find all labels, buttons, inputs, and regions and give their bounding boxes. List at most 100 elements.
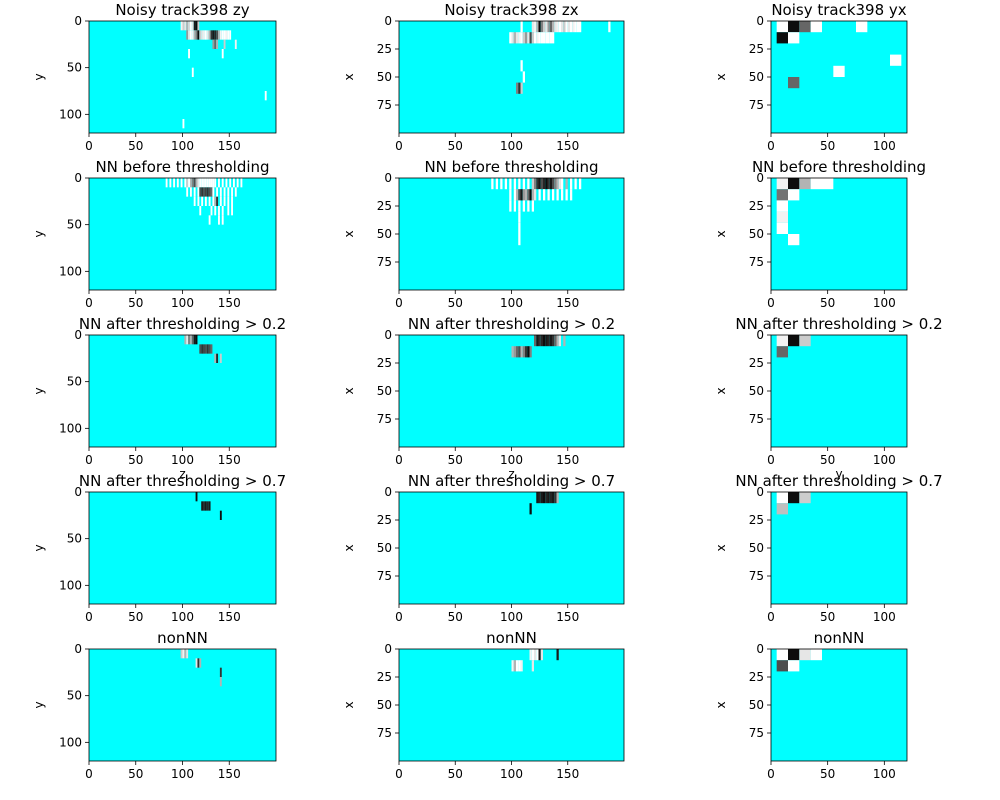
y-tick-label: 75 <box>377 569 392 583</box>
panel-title: NN after thresholding > 0.7 <box>408 472 615 490</box>
pixel-13 <box>189 30 192 40</box>
panel-title: NN after thresholding > 0.2 <box>408 315 615 333</box>
x-tick-label: 50 <box>128 296 143 310</box>
pixel-3 <box>799 335 811 347</box>
x-tick-label: 0 <box>85 139 93 153</box>
pixel-5 <box>191 335 194 345</box>
y-tick-label: 50 <box>67 532 82 546</box>
pixel-6 <box>184 178 187 188</box>
pixel-3 <box>538 335 541 347</box>
y-tick-label: 100 <box>59 264 82 278</box>
x-tick-label: 150 <box>556 296 579 310</box>
pixel-8 <box>549 335 552 347</box>
y-axis-label: x <box>342 701 356 708</box>
x-tick-label: 50 <box>128 139 143 153</box>
pixel-6 <box>540 649 543 661</box>
y-tick-label: 75 <box>377 726 392 740</box>
y-tick-label: 0 <box>384 328 392 342</box>
pixel-2 <box>182 21 185 31</box>
x-tick-label: 150 <box>556 453 579 467</box>
pixel-20 <box>210 178 213 188</box>
pixel-35 <box>527 189 530 201</box>
pixel-6 <box>208 501 211 511</box>
pixel-10 <box>776 222 788 234</box>
y-tick-label: 25 <box>749 199 764 213</box>
panel-title: nonNN <box>814 629 865 647</box>
pixel-1 <box>529 649 532 661</box>
pixel-48 <box>513 200 516 212</box>
y-tick-label: 50 <box>749 541 764 555</box>
pixel-3 <box>173 178 176 188</box>
pixel-2 <box>169 178 172 188</box>
plot-background <box>89 178 276 290</box>
pixel-17 <box>204 178 207 188</box>
panel-title: nonNN <box>157 629 208 647</box>
pixel-23 <box>208 30 211 40</box>
pixel-14 <box>191 30 194 40</box>
y-axis-label: x <box>714 544 728 551</box>
x-tick-label: 100 <box>873 296 896 310</box>
pixel-6 <box>545 335 548 347</box>
pixel-40 <box>188 49 190 59</box>
pixel-3 <box>184 21 187 31</box>
pixel-29 <box>240 178 243 188</box>
pixel-42 <box>547 32 550 44</box>
pixel-12 <box>554 21 557 33</box>
pixel-36 <box>529 189 532 201</box>
pixel-6 <box>197 658 200 668</box>
pixel-7 <box>788 189 800 201</box>
pixel-6 <box>513 178 516 190</box>
pixel-5 <box>195 658 198 668</box>
pixel-6 <box>193 335 196 345</box>
pixel-8 <box>199 344 202 354</box>
pixel-24 <box>565 178 568 190</box>
pixel-56 <box>219 196 222 206</box>
pixel-11 <box>529 503 532 515</box>
pixel-9 <box>195 21 198 31</box>
pixel-5 <box>856 21 868 33</box>
pixel-35 <box>531 32 534 44</box>
y-tick-label: 0 <box>384 171 392 185</box>
pixel-40 <box>543 189 546 201</box>
pixel-49 <box>197 196 200 206</box>
pixel-46 <box>570 189 573 201</box>
y-tick-label: 50 <box>377 541 392 555</box>
x-tick-label: 50 <box>448 296 463 310</box>
pixel-36 <box>534 32 537 44</box>
x-tick-label: 0 <box>85 610 93 624</box>
pixel-10 <box>197 21 200 31</box>
pixel-30 <box>516 189 519 201</box>
pixel-43 <box>219 187 222 197</box>
pixel-17 <box>197 30 200 40</box>
pixel-40 <box>543 32 546 44</box>
y-tick-label: 75 <box>749 255 764 269</box>
pixel-58 <box>227 196 230 206</box>
pixel-31 <box>223 30 226 40</box>
pixel-67 <box>208 215 211 225</box>
pixel-13 <box>538 178 541 190</box>
pixel-11 <box>556 335 559 347</box>
pixel-11 <box>534 178 537 190</box>
y-tick-label: 0 <box>74 171 82 185</box>
pixel-39 <box>208 187 211 197</box>
pixel-37 <box>536 32 539 44</box>
pixel-57 <box>223 196 226 206</box>
pixel-4 <box>540 335 543 347</box>
pixel-12 <box>536 178 539 190</box>
pixel-12 <box>195 178 198 188</box>
pixel-44 <box>561 189 564 201</box>
pixel-31 <box>189 187 192 197</box>
pixel-6 <box>788 660 800 672</box>
panel-1: 0 50 100 150 0 50 100 y <box>32 14 277 153</box>
pixel-11 <box>193 178 196 188</box>
y-axis-label: y <box>32 544 46 551</box>
pixel-42 <box>216 187 219 197</box>
pixel-52 <box>531 200 534 212</box>
pixel-9 <box>552 335 555 347</box>
pixel-11 <box>552 21 555 33</box>
pixel-20 <box>554 178 557 190</box>
pixel-15 <box>201 178 204 188</box>
y-tick-label: 50 <box>377 698 392 712</box>
pixel-37 <box>204 187 207 197</box>
pixel-1 <box>776 21 788 33</box>
